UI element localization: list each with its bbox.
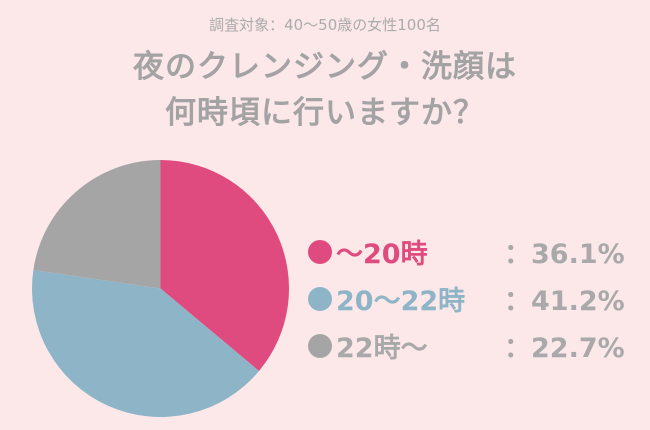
legend-value: ：36.1% [504, 239, 625, 270]
legend-dot-icon [308, 239, 332, 264]
title-line-2: 何時頃に行いますか？ [165, 95, 485, 131]
legend-item: 20〜22時 ：41.2% [308, 275, 625, 322]
pie-slice [160, 160, 289, 372]
legend-label: 22時〜 [336, 333, 428, 364]
legend-label: 〜20時 [336, 239, 428, 270]
pie-slice [32, 269, 259, 417]
legend: 〜20時 ：36.1% 20〜22時 ：41.2% 22時〜 ：22.7% [308, 228, 625, 369]
legend-value: ：41.2% [504, 286, 625, 317]
legend-dot-icon [308, 286, 332, 311]
pie-slice [33, 160, 161, 289]
legend-dot-icon [308, 333, 332, 358]
legend-label: 20〜22時 [336, 286, 466, 317]
survey-subtitle: 調査対象：40〜50歳の女性100名 [209, 16, 441, 34]
pie-chart [32, 160, 289, 417]
legend-value: ：22.7% [504, 333, 625, 364]
legend-item: 22時〜 ：22.7% [308, 322, 625, 369]
legend-item: 〜20時 ：36.1% [308, 228, 625, 275]
title-line-1: 夜のクレンジング・洗顔は [133, 49, 517, 85]
chart-title: 夜のクレンジング・洗顔は 何時頃に行いますか？ [0, 44, 650, 136]
